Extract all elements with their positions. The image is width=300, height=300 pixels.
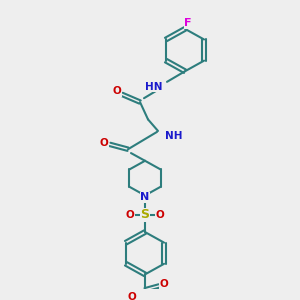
Text: O: O	[126, 210, 134, 220]
Text: O: O	[128, 292, 136, 300]
Text: O: O	[112, 86, 122, 97]
Text: O: O	[160, 279, 168, 289]
Text: F: F	[184, 18, 192, 28]
Text: N: N	[140, 192, 150, 203]
Text: O: O	[156, 210, 164, 220]
Text: S: S	[140, 208, 149, 221]
Text: NH: NH	[165, 131, 182, 141]
Text: HN: HN	[145, 82, 162, 92]
Text: O: O	[100, 139, 108, 148]
